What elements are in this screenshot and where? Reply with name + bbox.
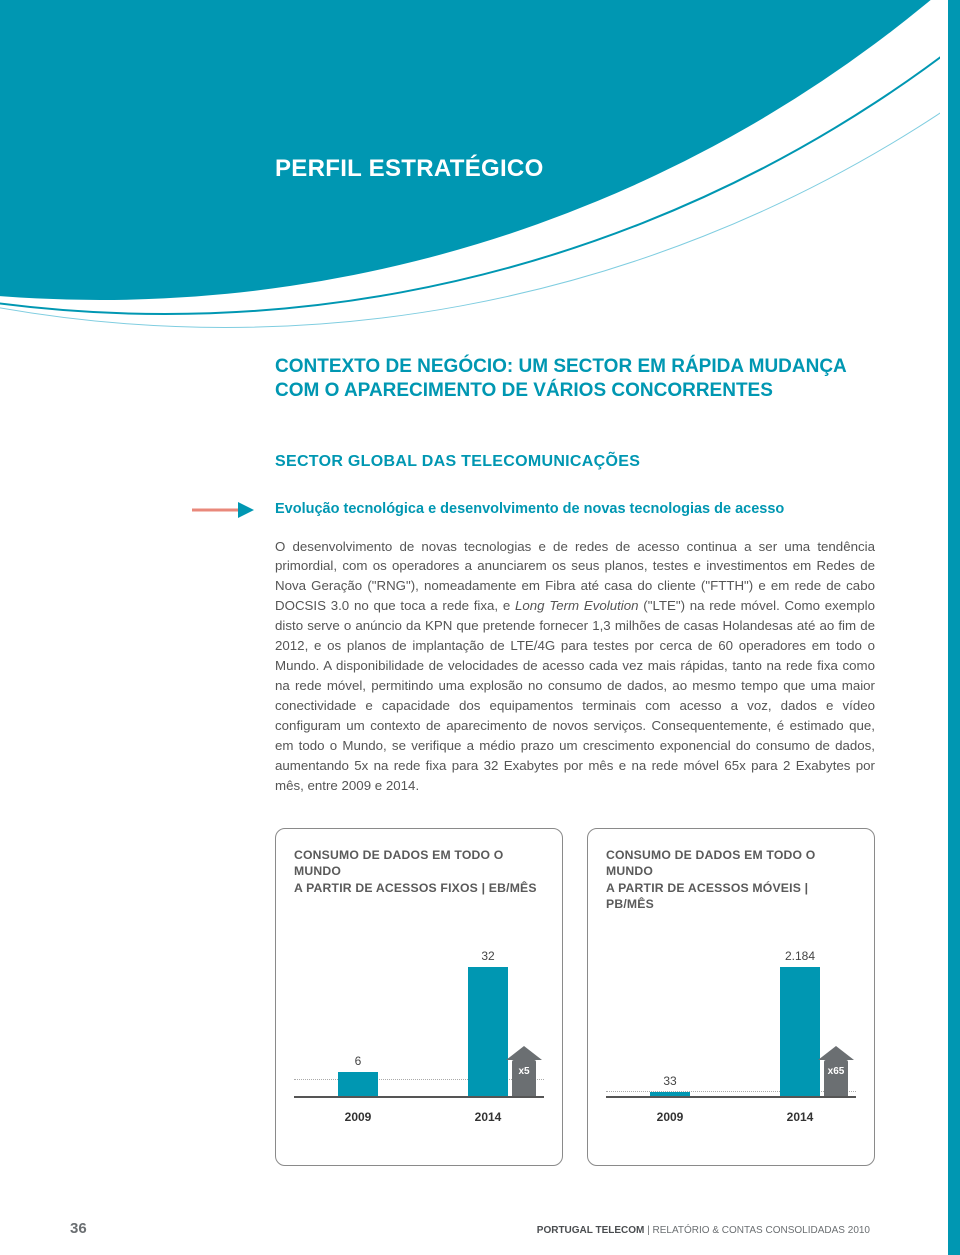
bar-category-label: 2009 bbox=[328, 1110, 388, 1124]
arrow-bullet-icon bbox=[192, 501, 254, 519]
heading-subsection: Evolução tecnológica e desenvolvimento d… bbox=[275, 501, 875, 517]
multiplier-label: x5 bbox=[512, 1066, 536, 1077]
body-after-em: ("LTE") na rede móvel. Como exemplo dist… bbox=[275, 598, 875, 792]
chart-fixed-title: CONSUMO DE DADOS EM TODO O MUNDO A PARTI… bbox=[294, 847, 544, 896]
body-paragraph: O desenvolvimento de novas tecnologias e… bbox=[275, 537, 875, 796]
bar-value-label: 6 bbox=[328, 1054, 388, 1068]
right-edge-stripe bbox=[948, 0, 960, 1255]
page-number: 36 bbox=[70, 1220, 87, 1237]
multiplier-arrow-icon: x5 bbox=[512, 1060, 536, 1096]
chart-mobile-access: CONSUMO DE DADOS EM TODO O MUNDO A PARTI… bbox=[587, 828, 875, 1166]
multiplier-arrow-icon: x65 bbox=[824, 1060, 848, 1096]
chart-bar bbox=[650, 1092, 690, 1096]
chart-mobile-title: CONSUMO DE DADOS EM TODO O MUNDO A PARTI… bbox=[606, 847, 856, 913]
chart-fixed-access: CONSUMO DE DADOS EM TODO O MUNDO A PARTI… bbox=[275, 828, 563, 1166]
hero-title: PERFIL ESTRATÉGICO bbox=[275, 155, 544, 183]
heading-context: CONTEXTO DE NEGÓCIO: UM SECTOR EM RÁPIDA… bbox=[275, 355, 875, 403]
multiplier-label: x65 bbox=[824, 1066, 848, 1077]
chart-bar bbox=[780, 967, 820, 1096]
chart-bar bbox=[468, 967, 508, 1096]
bar-category-label: 2014 bbox=[770, 1110, 830, 1124]
bar-value-label: 32 bbox=[458, 949, 518, 963]
body-em: Long Term Evolution bbox=[515, 598, 639, 613]
heading-sector: SECTOR GLOBAL DAS TELECOMUNICAÇÕES bbox=[275, 453, 875, 471]
footer-doc-ref: PORTUGAL TELECOM | RELATÓRIO & CONTAS CO… bbox=[537, 1225, 870, 1236]
chart-bar bbox=[338, 1072, 378, 1096]
page-footer: 36 PORTUGAL TELECOM | RELATÓRIO & CONTAS… bbox=[0, 1220, 960, 1237]
bar-value-label: 2.184 bbox=[770, 949, 830, 963]
bar-value-label: 33 bbox=[640, 1074, 700, 1088]
bar-category-label: 2009 bbox=[640, 1110, 700, 1124]
bar-category-label: 2014 bbox=[458, 1110, 518, 1124]
